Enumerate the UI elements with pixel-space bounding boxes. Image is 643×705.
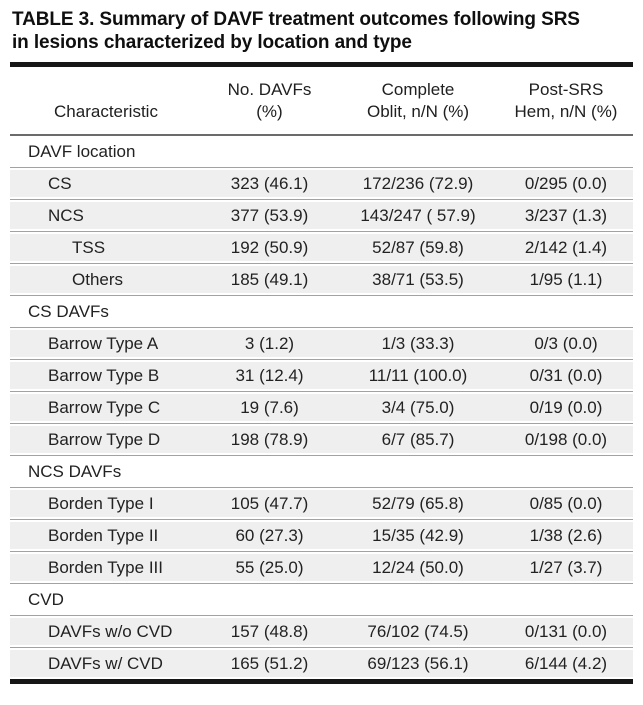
table-title-line2: in lesions characterized by location and… <box>12 32 412 53</box>
header-characteristic-label: Characteristic <box>54 102 158 121</box>
table-row: Others 185 (49.1) 38/71 (53.5) 1/95 (1.1) <box>10 263 633 296</box>
row-label: DAVFs w/ CVD <box>10 647 202 682</box>
cell-post-srs-hem: 0/19 (0.0) <box>499 391 633 424</box>
cell-post-srs-hem: 1/38 (2.6) <box>499 519 633 552</box>
page: TABLE 3. Summary of DAVF treatment outco… <box>10 8 633 684</box>
row-label: Borden Type III <box>10 551 202 584</box>
row-label: Barrow Type A <box>10 327 202 360</box>
cell-no-davfs: 198 (78.9) <box>202 423 337 456</box>
header-complete-oblit-line1: Complete <box>381 80 455 99</box>
cell-complete-oblit: 52/79 (65.8) <box>337 487 499 520</box>
cell-no-davfs: 3 (1.2) <box>202 327 337 360</box>
table-row: Barrow Type C 19 (7.6) 3/4 (75.0) 0/19 (0.0… <box>10 391 633 424</box>
row-label: Barrow Type C <box>10 391 202 424</box>
row-label: Borden Type II <box>10 519 202 552</box>
table-row: Barrow Type D 198 (78.9) 6/7 (85.7) 0/198 (… <box>10 423 633 456</box>
cell-complete-oblit: 69/123 (56.1) <box>337 647 499 682</box>
row-label: Barrow Type B <box>10 359 202 392</box>
cell-complete-oblit: 143/247 ( 57.9) <box>337 199 499 232</box>
table-row: Barrow Type B 31 (12.4) 11/11 (100.0) 0/31 … <box>10 359 633 392</box>
section-label: DAVF location <box>10 135 633 168</box>
table-row: DAVFs w/o CVD 157 (48.8) 76/102 (74.5) 0/13… <box>10 615 633 648</box>
table-row: Borden Type III 55 (25.0) 12/24 (50.0) 1/27… <box>10 551 633 584</box>
cell-complete-oblit: 38/71 (53.5) <box>337 263 499 296</box>
section-label: NCS DAVFs <box>10 455 633 488</box>
cell-no-davfs: 192 (50.9) <box>202 231 337 264</box>
row-label: Borden Type I <box>10 487 202 520</box>
cell-complete-oblit: 1/3 (33.3) <box>337 327 499 360</box>
header-post-srs-hem-line1: Post-SRS <box>528 80 604 99</box>
cell-post-srs-hem: 6/144 (4.2) <box>499 647 633 682</box>
cell-post-srs-hem: 0/31 (0.0) <box>499 359 633 392</box>
row-label: NCS <box>10 199 202 232</box>
cell-post-srs-hem: 1/95 (1.1) <box>499 263 633 296</box>
cell-no-davfs: 185 (49.1) <box>202 263 337 296</box>
cell-post-srs-hem: 3/237 (1.3) <box>499 199 633 232</box>
section-row: CVD <box>10 583 633 616</box>
cell-no-davfs: 55 (25.0) <box>202 551 337 584</box>
cell-no-davfs: 31 (12.4) <box>202 359 337 392</box>
cell-complete-oblit: 12/24 (50.0) <box>337 551 499 584</box>
cell-complete-oblit: 76/102 (74.5) <box>337 615 499 648</box>
header-post-srs-hem: Post-SRS Hem, n/N (%) <box>499 64 633 136</box>
section-row: NCS DAVFs <box>10 455 633 488</box>
header-row: Characteristic No. DAVFs (%) Complete Ob… <box>10 64 633 136</box>
table-row: DAVFs w/ CVD 165 (51.2) 69/123 (56.1) 6/144… <box>10 647 633 682</box>
cell-post-srs-hem: 2/142 (1.4) <box>499 231 633 264</box>
cell-post-srs-hem: 1/27 (3.7) <box>499 551 633 584</box>
table-row: Borden Type I 105 (47.7) 52/79 (65.8) 0/85 … <box>10 487 633 520</box>
cell-complete-oblit: 15/35 (42.9) <box>337 519 499 552</box>
cell-post-srs-hem: 0/3 (0.0) <box>499 327 633 360</box>
header-post-srs-hem-line2: Hem, n/N (%) <box>514 102 618 121</box>
section-row: DAVF location <box>10 135 633 168</box>
davf-outcomes-table: Characteristic No. DAVFs (%) Complete Ob… <box>10 62 633 684</box>
table-row: CS 323 (46.1) 172/236 (72.9) 0/295 (0.0) <box>10 167 633 200</box>
table-row: TSS 192 (50.9) 52/87 (59.8) 2/142 (1.4) <box>10 231 633 264</box>
row-label: Barrow Type D <box>10 423 202 456</box>
cell-post-srs-hem: 0/295 (0.0) <box>499 167 633 200</box>
cell-post-srs-hem: 0/198 (0.0) <box>499 423 633 456</box>
cell-no-davfs: 19 (7.6) <box>202 391 337 424</box>
cell-no-davfs: 165 (51.2) <box>202 647 337 682</box>
row-label: DAVFs w/o CVD <box>10 615 202 648</box>
cell-no-davfs: 377 (53.9) <box>202 199 337 232</box>
row-label: Others <box>10 263 202 296</box>
header-no-davfs-line2: (%) <box>256 102 283 121</box>
table-body: DAVF location CS 323 (46.1) 172/236 (72.9) 0… <box>10 135 633 682</box>
row-label: TSS <box>10 231 202 264</box>
cell-complete-oblit: 52/87 (59.8) <box>337 231 499 264</box>
row-label: CS <box>10 167 202 200</box>
header-no-davfs: No. DAVFs (%) <box>202 64 337 136</box>
section-label: CS DAVFs <box>10 295 633 328</box>
cell-no-davfs: 60 (27.3) <box>202 519 337 552</box>
cell-post-srs-hem: 0/131 (0.0) <box>499 615 633 648</box>
cell-no-davfs: 105 (47.7) <box>202 487 337 520</box>
cell-post-srs-hem: 0/85 (0.0) <box>499 487 633 520</box>
table-row: NCS 377 (53.9) 143/247 ( 57.9) 3/237 (1.3) <box>10 199 633 232</box>
cell-complete-oblit: 6/7 (85.7) <box>337 423 499 456</box>
table-title-line1: TABLE 3. Summary of DAVF treatment outco… <box>12 9 580 30</box>
table-title: TABLE 3. Summary of DAVF treatment outco… <box>12 8 633 54</box>
cell-no-davfs: 323 (46.1) <box>202 167 337 200</box>
cell-complete-oblit: 11/11 (100.0) <box>337 359 499 392</box>
header-complete-oblit-line2: Oblit, n/N (%) <box>366 102 470 121</box>
header-characteristic: Characteristic <box>10 64 202 136</box>
section-label: CVD <box>10 583 633 616</box>
header-complete-oblit: Complete Oblit, n/N (%) <box>337 64 499 136</box>
table-header: Characteristic No. DAVFs (%) Complete Ob… <box>10 64 633 136</box>
cell-no-davfs: 157 (48.8) <box>202 615 337 648</box>
section-row: CS DAVFs <box>10 295 633 328</box>
cell-complete-oblit: 172/236 (72.9) <box>337 167 499 200</box>
cell-complete-oblit: 3/4 (75.0) <box>337 391 499 424</box>
table-row: Borden Type II 60 (27.3) 15/35 (42.9) 1/38 … <box>10 519 633 552</box>
header-no-davfs-line1: No. DAVFs <box>227 80 312 99</box>
